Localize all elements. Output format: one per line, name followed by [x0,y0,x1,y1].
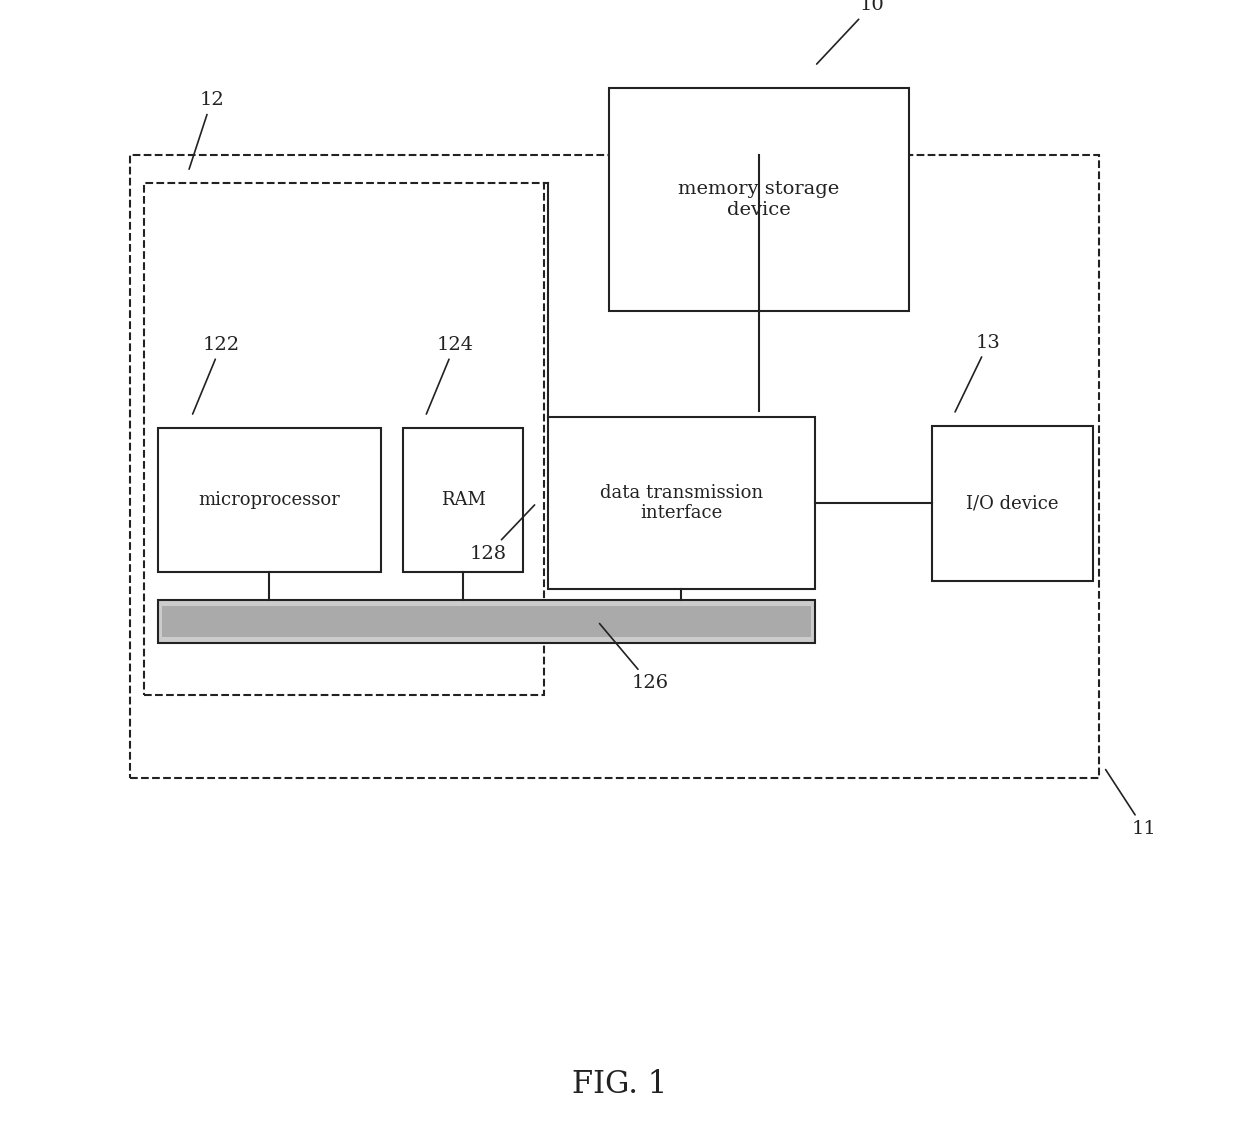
Text: RAM: RAM [440,491,486,510]
FancyBboxPatch shape [609,89,909,311]
Text: 11: 11 [1106,770,1157,838]
FancyBboxPatch shape [931,425,1092,581]
Text: 126: 126 [599,624,668,692]
FancyBboxPatch shape [159,428,381,572]
Text: 10: 10 [817,0,884,64]
Text: 122: 122 [192,336,239,414]
Text: data transmission
interface: data transmission interface [600,483,763,522]
Text: FIG. 1: FIG. 1 [573,1069,667,1100]
FancyBboxPatch shape [403,428,523,572]
Text: 124: 124 [427,336,474,414]
Text: 13: 13 [955,334,1001,412]
FancyBboxPatch shape [144,182,544,695]
FancyBboxPatch shape [159,601,815,643]
FancyBboxPatch shape [161,605,811,637]
FancyBboxPatch shape [130,155,1099,779]
Text: 12: 12 [188,91,224,169]
FancyBboxPatch shape [548,416,815,589]
Text: 128: 128 [470,505,534,562]
Text: I/O device: I/O device [966,495,1059,513]
Text: microprocessor: microprocessor [198,491,340,510]
Text: memory storage
device: memory storage device [678,180,839,219]
